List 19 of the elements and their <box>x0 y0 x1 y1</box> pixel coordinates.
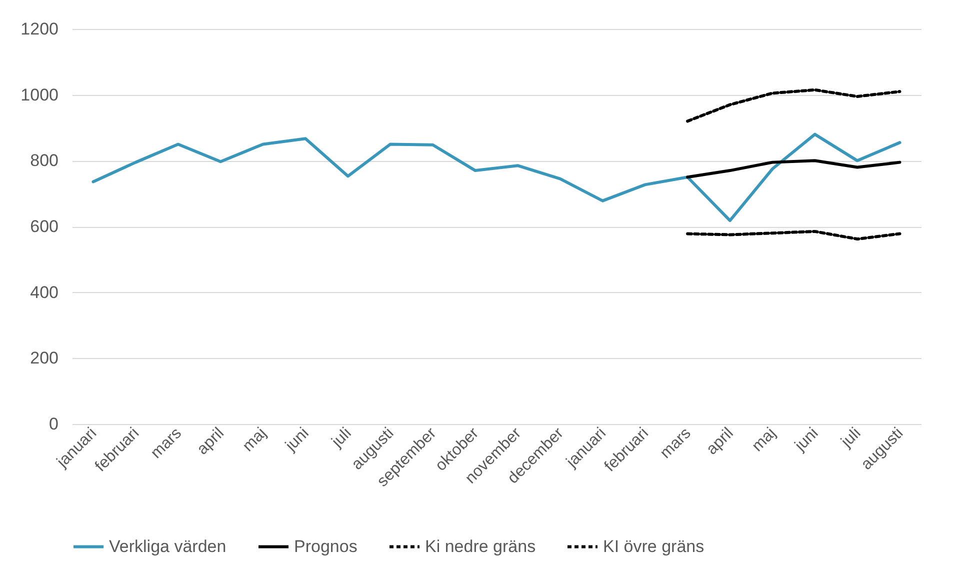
y-tick-label: 800 <box>30 151 58 170</box>
line-series <box>92 132 902 222</box>
legend-label: Prognos <box>294 536 358 556</box>
y-tick-label: 600 <box>30 217 58 236</box>
line-series <box>686 230 902 241</box>
line-series <box>686 159 902 179</box>
y-tick-label: 200 <box>30 348 58 368</box>
legend-label: Verkliga värden <box>109 536 226 556</box>
x-tick-label: juli <box>838 424 864 452</box>
line-series <box>686 88 902 123</box>
y-tick-label: 400 <box>30 282 58 302</box>
x-tick-label: maj <box>749 424 780 456</box>
x-tick-label: maj <box>240 424 270 456</box>
y-tick-label: 1200 <box>20 20 58 38</box>
x-tick-label: juli <box>328 424 355 452</box>
legend-label: Ki nedre gräns <box>425 536 536 556</box>
y-tick-label: 1000 <box>20 85 58 104</box>
y-tick-label: 0 <box>49 414 58 434</box>
legend-label: KI övre gräns <box>603 536 704 556</box>
